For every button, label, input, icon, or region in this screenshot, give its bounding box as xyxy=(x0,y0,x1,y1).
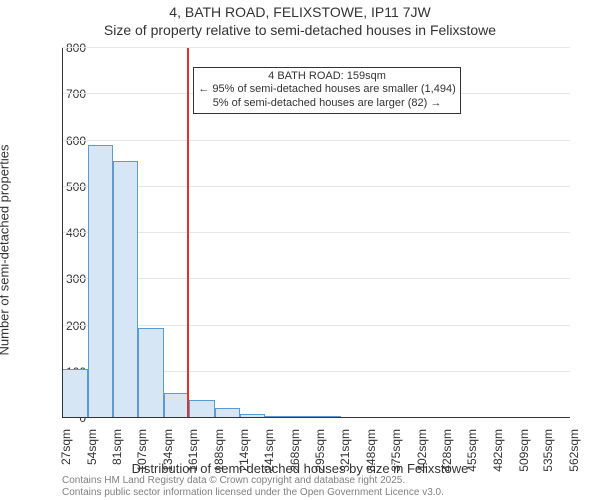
annotation-box: 4 BATH ROAD: 159sqm← 95% of semi-detache… xyxy=(193,67,460,114)
chart-container: 4, BATH ROAD, FELIXSTOWE, IP11 7JW Size … xyxy=(0,0,600,500)
annotation-line-1: 4 BATH ROAD: 159sqm xyxy=(198,70,455,84)
x-axis-line xyxy=(62,417,570,418)
y-axis-label: Number of semi-detached properties xyxy=(0,39,12,250)
histogram-bar xyxy=(138,328,164,418)
y-gridline xyxy=(62,140,570,141)
histogram-bar xyxy=(164,393,190,418)
histogram-bar xyxy=(62,369,88,418)
annotation-line-2: ← 95% of semi-detached houses are smalle… xyxy=(198,83,455,97)
y-gridline xyxy=(62,232,570,233)
x-axis-label: Distribution of semi-detached houses by … xyxy=(0,461,600,476)
title-line-1: 4, BATH ROAD, FELIXSTOWE, IP11 7JW xyxy=(0,4,600,20)
title-line-2: Size of property relative to semi-detach… xyxy=(0,22,600,38)
footer-line-1: Contains HM Land Registry data © Crown c… xyxy=(62,475,444,487)
property-marker-line xyxy=(187,48,189,418)
histogram-bar xyxy=(88,145,114,418)
y-gridline xyxy=(62,47,570,48)
plot-area: 4 BATH ROAD: 159sqm← 95% of semi-detache… xyxy=(62,48,570,418)
y-gridline xyxy=(62,325,570,326)
annotation-line-3: 5% of semi-detached houses are larger (8… xyxy=(198,97,455,111)
histogram-bar xyxy=(189,400,215,419)
y-gridline xyxy=(62,278,570,279)
attribution-footer: Contains HM Land Registry data © Crown c… xyxy=(62,475,444,498)
histogram-bar xyxy=(113,161,138,418)
footer-line-2: Contains public sector information licen… xyxy=(62,487,444,499)
y-gridline xyxy=(62,186,570,187)
title-block: 4, BATH ROAD, FELIXSTOWE, IP11 7JW Size … xyxy=(0,0,600,38)
y-axis-line xyxy=(62,48,63,418)
